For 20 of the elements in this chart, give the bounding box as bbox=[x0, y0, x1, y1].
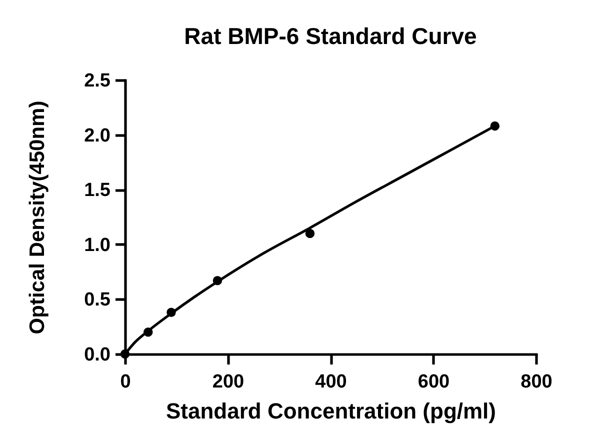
y-tick-label: 2.5 bbox=[84, 70, 111, 92]
point bbox=[490, 121, 500, 131]
point bbox=[305, 228, 315, 238]
x-tick-label: 600 bbox=[418, 372, 450, 392]
y-axis-title: Optical Density(450nm) bbox=[26, 100, 50, 334]
x-tick-label: 0 bbox=[120, 372, 131, 392]
point bbox=[212, 276, 222, 286]
x-tick-label: 200 bbox=[212, 372, 244, 392]
chart-title: Rat BMP-6 Standard Curve bbox=[184, 23, 477, 49]
point bbox=[166, 308, 176, 317]
x-axis-title: Standard Concentration (pg/ml) bbox=[166, 398, 496, 424]
y-tick-label: 2.0 bbox=[84, 125, 110, 146]
y-tick-label: 0.0 bbox=[84, 344, 110, 366]
y-tick-label: 0.5 bbox=[84, 290, 111, 311]
point bbox=[144, 327, 153, 337]
y-tick-label: 1.0 bbox=[84, 234, 110, 256]
point bbox=[120, 349, 130, 359]
x-tick-label: 400 bbox=[315, 372, 347, 392]
y-tick-label: 1.5 bbox=[84, 180, 111, 202]
x-tick-label: 800 bbox=[520, 372, 552, 392]
